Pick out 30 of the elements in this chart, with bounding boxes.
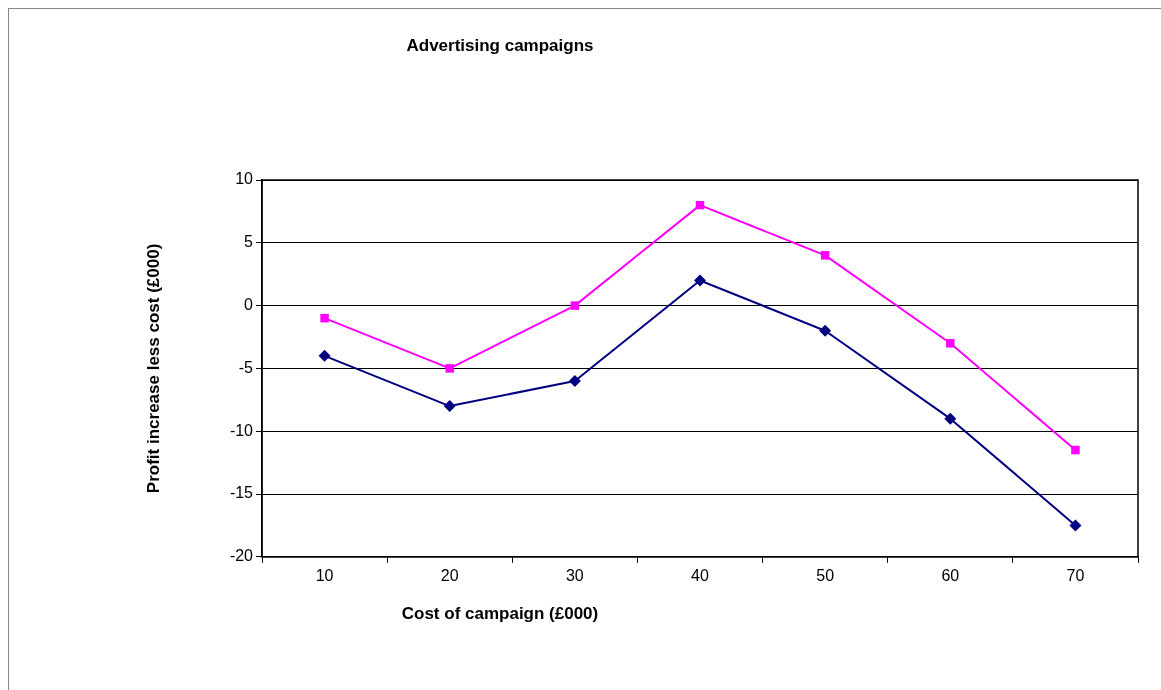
y-tick-label: 0	[244, 296, 254, 314]
chart-title: Advertising campaigns	[405, 36, 595, 56]
x-tick-label: 60	[941, 566, 960, 584]
point	[944, 412, 957, 425]
y-tick-label: -20	[229, 547, 254, 565]
y-tick-label: -5	[238, 358, 254, 376]
y-tick-label: 5	[244, 233, 254, 251]
point	[1071, 445, 1080, 455]
y-axis-title: Profit increase less cost (£000)	[143, 243, 163, 494]
point	[568, 374, 581, 387]
point	[694, 274, 706, 287]
x-tick-label: 10	[315, 566, 334, 584]
x-tick-label: 20	[440, 566, 459, 584]
y-tick-label: -15	[229, 484, 254, 502]
x-tick-label: 50	[816, 566, 835, 584]
x-tick-label: 30	[565, 566, 584, 584]
point	[570, 301, 580, 310]
point	[443, 400, 456, 413]
point	[946, 339, 955, 348]
point	[819, 324, 832, 337]
point	[445, 364, 454, 373]
x-axis-title: Cost of campaign (£000)	[400, 604, 600, 624]
point	[820, 251, 830, 260]
x-tick-label: 70	[1066, 566, 1085, 584]
x-tick-label: 40	[691, 566, 709, 584]
y-tick-label: 10	[235, 170, 254, 188]
y-tick-label: -10	[229, 421, 254, 439]
point	[1069, 519, 1082, 532]
point	[318, 349, 331, 362]
point	[320, 313, 329, 323]
